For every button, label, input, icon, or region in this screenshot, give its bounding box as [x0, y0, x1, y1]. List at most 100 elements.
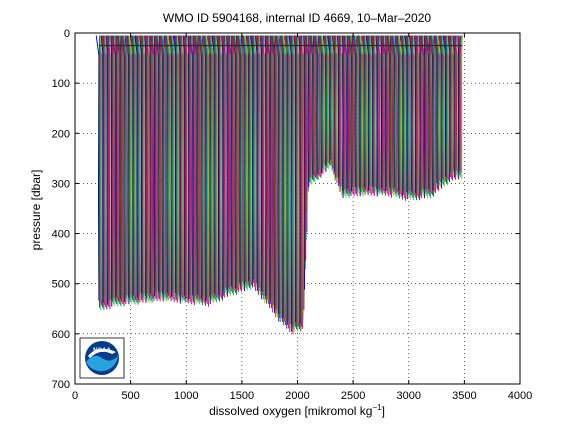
profile-line	[254, 35, 257, 288]
profile-line	[343, 35, 348, 194]
profile-line	[220, 35, 223, 294]
profile-line	[133, 35, 137, 296]
profile-line	[437, 35, 441, 188]
profile-line	[297, 35, 300, 323]
profile-line	[237, 35, 239, 293]
profile-line	[409, 35, 414, 194]
profile-line	[338, 35, 342, 187]
profile-line	[303, 35, 307, 261]
profile-line	[420, 35, 424, 189]
profile-line	[365, 35, 369, 188]
profile-line	[316, 35, 320, 170]
profile-line	[276, 35, 279, 314]
profile-line	[100, 35, 103, 301]
profile-line	[189, 35, 194, 296]
profile-line	[404, 35, 408, 200]
profile-line	[199, 35, 203, 306]
logo-text: NOAA	[93, 348, 111, 354]
profile-line	[143, 35, 146, 301]
profile-line	[132, 35, 135, 303]
noaa-logo: NOAA	[79, 337, 125, 379]
profile-line	[403, 35, 406, 194]
y-axis-label: pressure [dbar]	[29, 170, 43, 251]
profile-line	[407, 35, 410, 198]
profile-line	[385, 35, 388, 194]
profile-line	[409, 35, 413, 191]
profile-line	[353, 35, 356, 187]
profile-line	[243, 35, 247, 289]
x-axis-label: dissolved oxygen [mikromol kg−1]	[209, 403, 385, 418]
profile-line	[264, 35, 267, 296]
profile-line	[149, 35, 151, 294]
profile-line	[106, 35, 110, 307]
x-tick-label: 500	[121, 390, 139, 402]
profile-line	[446, 35, 449, 186]
profile-line	[380, 35, 383, 188]
profile-line	[371, 35, 375, 196]
profile-line	[166, 35, 169, 301]
profile-line	[199, 35, 202, 303]
profile-line	[293, 35, 297, 323]
profile-lines	[95, 35, 463, 335]
profile-line	[209, 35, 212, 300]
profile-line	[117, 35, 121, 304]
profile-line	[216, 35, 221, 297]
profile-line	[144, 35, 147, 303]
profile-line	[276, 35, 280, 318]
profile-line	[314, 35, 317, 178]
profile-line	[123, 35, 127, 300]
profile-line	[271, 35, 276, 310]
profile-line	[149, 35, 153, 297]
profile-line	[128, 35, 133, 305]
profile-line	[133, 35, 136, 305]
profile-line	[106, 35, 111, 310]
profile-line	[359, 35, 363, 195]
profile-line	[370, 35, 374, 194]
profile-line	[271, 35, 275, 305]
profile-line	[215, 35, 219, 293]
profile-line	[424, 35, 427, 190]
profile-line	[248, 35, 250, 288]
profile-line	[413, 35, 416, 191]
profile-line	[380, 35, 384, 191]
profile-line	[227, 35, 231, 290]
profile-line	[458, 35, 461, 171]
profile-line	[415, 35, 419, 198]
profile-line	[265, 35, 268, 300]
profile-line	[150, 35, 154, 299]
profile-line	[210, 35, 214, 304]
y-tick-label: 400	[52, 229, 70, 241]
profile-line	[392, 35, 395, 192]
profile-line	[172, 35, 176, 298]
profile-line	[369, 35, 372, 189]
profile-line	[315, 35, 319, 181]
profile-line	[156, 35, 160, 295]
profile-line	[402, 35, 405, 191]
profile-line	[172, 35, 177, 301]
profile-line	[287, 35, 291, 328]
profile-line	[305, 35, 309, 192]
noaa-bird-icon	[88, 348, 116, 358]
profile-line	[358, 35, 361, 190]
profile-line	[419, 35, 422, 199]
profile-line	[332, 35, 337, 178]
profile-line	[205, 35, 209, 300]
profile-line	[298, 35, 302, 327]
profile-line	[248, 35, 252, 291]
profile-line	[105, 35, 107, 303]
profile-line	[211, 35, 216, 294]
profile-line	[320, 35, 324, 170]
profile-line	[165, 35, 168, 298]
profile-line	[182, 35, 186, 296]
profile-line	[336, 35, 339, 181]
profile-line	[205, 35, 210, 303]
profile-line	[304, 35, 308, 232]
profile-line	[117, 35, 122, 307]
profile-line	[461, 35, 463, 180]
profile-line	[442, 35, 446, 187]
profile-line	[154, 35, 157, 299]
profile-line	[242, 35, 245, 285]
profile-line	[110, 35, 113, 307]
profile-line	[226, 35, 228, 297]
profile-line	[259, 35, 263, 300]
